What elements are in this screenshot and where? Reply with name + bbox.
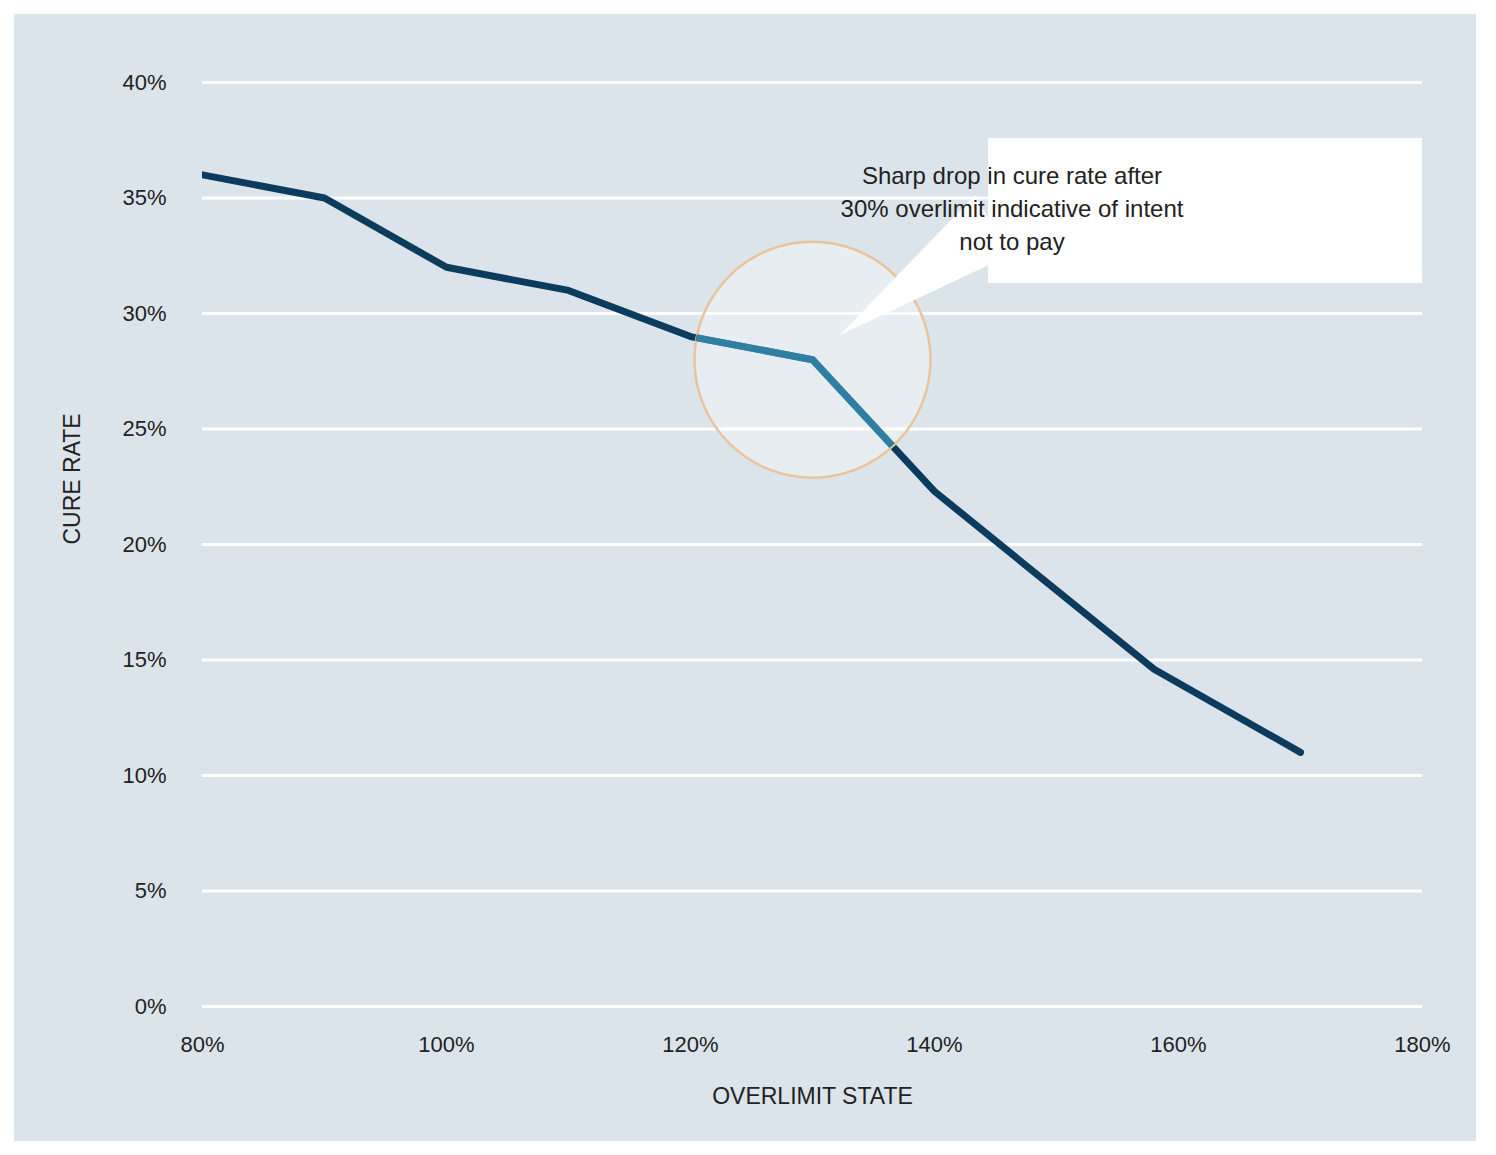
svg-text:OVERLIMIT STATE: OVERLIMIT STATE [712, 1083, 913, 1109]
svg-text:180%: 180% [1394, 1032, 1450, 1057]
svg-text:CURE RATE: CURE RATE [59, 413, 85, 544]
svg-text:20%: 20% [122, 532, 166, 557]
svg-text:not to pay: not to pay [959, 228, 1064, 255]
svg-text:10%: 10% [122, 763, 166, 788]
svg-text:Sharp drop in cure rate after: Sharp drop in cure rate after [862, 162, 1162, 189]
svg-text:160%: 160% [1150, 1032, 1206, 1057]
svg-text:100%: 100% [418, 1032, 474, 1057]
svg-text:25%: 25% [122, 416, 166, 441]
svg-text:35%: 35% [122, 185, 166, 210]
svg-text:80%: 80% [180, 1032, 224, 1057]
svg-text:0%: 0% [135, 994, 167, 1019]
svg-text:140%: 140% [906, 1032, 962, 1057]
svg-text:40%: 40% [122, 70, 166, 95]
svg-text:120%: 120% [662, 1032, 718, 1057]
svg-text:30%: 30% [122, 301, 166, 326]
svg-text:15%: 15% [122, 647, 166, 672]
svg-text:5%: 5% [135, 878, 167, 903]
svg-text:30% overlimit indicative of in: 30% overlimit indicative of intent [841, 195, 1184, 222]
